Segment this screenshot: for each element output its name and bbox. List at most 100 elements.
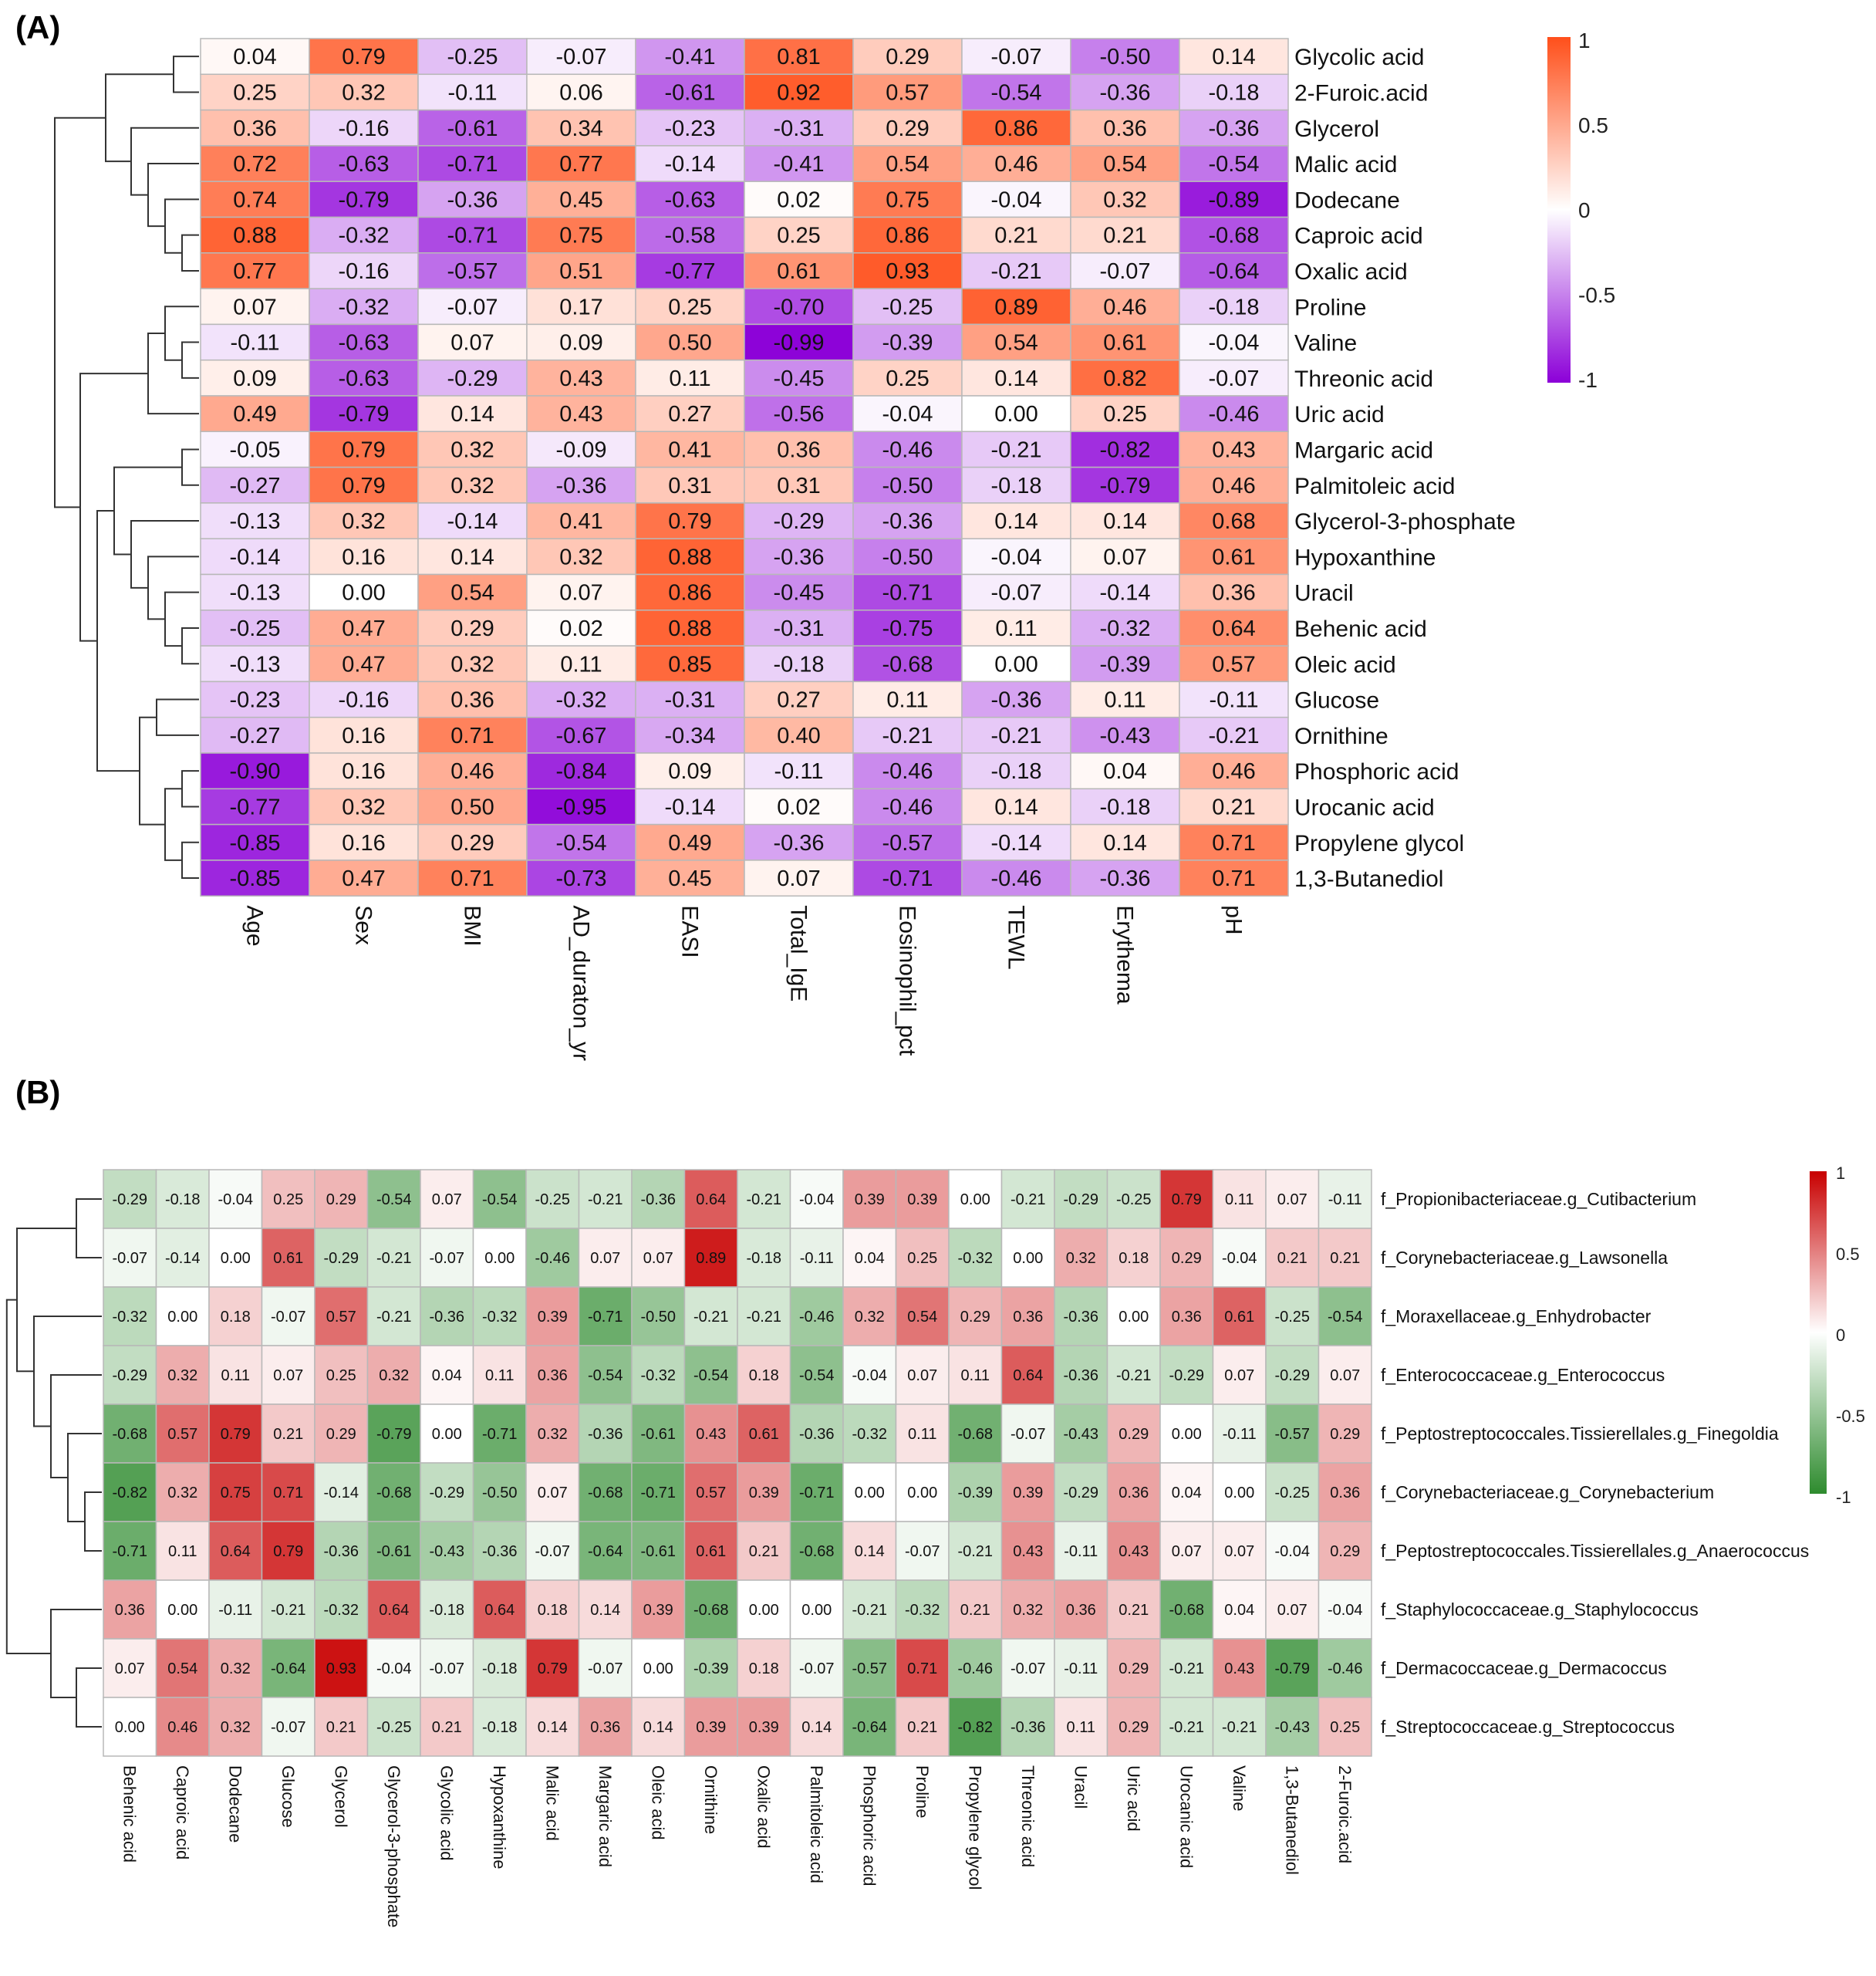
heatmap-cell-fill	[1070, 645, 1180, 683]
dendrogram-branch	[54, 117, 106, 508]
heatmap-cell-fill	[961, 109, 1071, 147]
heatmap-cell-value: -0.57	[1274, 1426, 1310, 1443]
heatmap-cell-value: 0.09	[233, 366, 276, 391]
heatmap-cell-value: 0.47	[342, 652, 385, 677]
heatmap-cell-value: -0.36	[1099, 866, 1150, 891]
dendrogram-branch	[5, 1299, 51, 1654]
heatmap-cell-fill	[842, 1169, 897, 1229]
heatmap-cell: 0.71	[1179, 860, 1289, 897]
column-label: 2-Furoic.acid	[1335, 1765, 1355, 1863]
row-label: Margaric acid	[1294, 437, 1433, 463]
heatmap-cell-value: -0.07	[429, 1250, 464, 1267]
heatmap-cell-value: -0.82	[112, 1485, 147, 1501]
heatmap-cell: 0.32	[309, 502, 419, 539]
column-label: Caproic acid	[173, 1765, 192, 1859]
heatmap-cell: 0.68	[1179, 502, 1289, 539]
heatmap-cell: 0.31	[744, 466, 854, 504]
heatmap-cell-fill	[1000, 1521, 1055, 1581]
heatmap-cell-value: -0.21	[1169, 1719, 1204, 1736]
heatmap-cell-value: 0.21	[960, 1602, 990, 1619]
heatmap-cell-fill	[526, 860, 636, 897]
heatmap-cell-fill	[309, 431, 419, 468]
column-label: Margaric acid	[596, 1765, 615, 1867]
heatmap-cell: -0.14	[961, 823, 1071, 861]
heatmap-cell: 0.64	[472, 1579, 527, 1640]
heatmap-cell-fill	[961, 502, 1071, 539]
heatmap-cell-fill	[417, 323, 528, 361]
heatmap-cell: -0.50	[472, 1462, 527, 1522]
heatmap-cell: -0.04	[1318, 1579, 1372, 1640]
heatmap-cell-fill	[737, 1169, 791, 1229]
heatmap-cell-value: 0.40	[777, 724, 820, 748]
heatmap-cell: 0.39	[1000, 1462, 1055, 1522]
heatmap-cell-fill	[155, 1638, 210, 1698]
heatmap-cell-value: -0.41	[664, 45, 715, 69]
heatmap-cell-fill	[1265, 1286, 1320, 1346]
heatmap-cell-fill	[948, 1697, 1003, 1757]
heatmap-cell-fill	[852, 466, 963, 504]
heatmap-cell-value: -0.61	[447, 117, 498, 141]
heatmap-cell-value: -0.14	[990, 831, 1041, 856]
heatmap-cell: -0.64	[842, 1697, 897, 1757]
heatmap-cell-fill	[961, 466, 1071, 504]
heatmap-cell-value: -0.99	[773, 331, 824, 356]
heatmap-cell-value: -0.54	[799, 1367, 835, 1384]
heatmap-cell-fill	[744, 681, 854, 718]
heatmap-cell-value: 0.00	[994, 402, 1038, 427]
heatmap-cell-value: 0.39	[1013, 1485, 1043, 1501]
heatmap-cell-value: -0.36	[799, 1426, 835, 1443]
legend-tick-label: 0	[1836, 1326, 1845, 1345]
column-label: pH	[1221, 905, 1247, 934]
heatmap-cell-value: 0.14	[994, 795, 1038, 819]
heatmap-cell: 0.21	[737, 1521, 791, 1581]
heatmap-cell-value: -0.43	[429, 1543, 464, 1560]
heatmap-cell-value: 0.49	[668, 831, 711, 856]
heatmap-cell-value: 0.88	[233, 224, 276, 248]
heatmap-cell-fill	[261, 1228, 315, 1288]
heatmap-cell: -0.45	[744, 573, 854, 611]
heatmap-cell: 0.79	[309, 466, 419, 504]
heatmap-cell: -0.64	[261, 1638, 315, 1698]
heatmap-cell-value: 0.27	[777, 688, 820, 713]
heatmap-cell: 0.79	[525, 1638, 580, 1698]
heatmap-cell: -0.21	[1159, 1638, 1214, 1698]
heatmap-cell-value: 0.14	[538, 1719, 568, 1736]
heatmap-cell-value: 0.79	[273, 1543, 303, 1560]
panel-b-legend-colorbar	[1810, 1171, 1827, 1494]
dendrogram-branch	[76, 1198, 102, 1258]
heatmap-cell-value: -0.31	[773, 117, 824, 141]
heatmap-cell-fill	[525, 1403, 580, 1464]
heatmap-cell-fill	[852, 395, 963, 433]
heatmap-cell-value: -0.11	[218, 1602, 252, 1619]
heatmap-cell-fill	[852, 573, 963, 611]
heatmap-cell: -0.71	[789, 1462, 844, 1522]
heatmap-cell: -0.07	[1000, 1403, 1055, 1464]
heatmap-cell-fill	[366, 1169, 421, 1229]
heatmap-cell: 0.29	[1106, 1403, 1161, 1464]
heatmap-cell-fill	[1318, 1345, 1372, 1405]
heatmap-cell: -0.46	[852, 431, 963, 468]
heatmap-cell-value: 0.46	[167, 1719, 197, 1736]
heatmap-cell: 0.32	[309, 73, 419, 111]
heatmap-cell: 0.74	[200, 181, 310, 218]
heatmap-cell-fill	[789, 1169, 844, 1229]
heatmap-cell-value: 0.75	[886, 187, 929, 212]
heatmap-cell-value: -0.39	[1099, 652, 1150, 677]
heatmap-cell-fill	[200, 823, 310, 861]
heatmap-cell-fill	[1070, 395, 1180, 433]
heatmap-cell-value: -0.21	[376, 1309, 412, 1326]
heatmap-cell-fill	[683, 1697, 738, 1757]
heatmap-cell: 0.79	[309, 431, 419, 468]
heatmap-cell: 0.88	[200, 216, 310, 254]
heatmap-cell: 0.32	[1000, 1579, 1055, 1640]
heatmap-cell-fill	[948, 1286, 1003, 1346]
heatmap-cell: 0.86	[635, 573, 745, 611]
heatmap-cell-fill	[683, 1169, 738, 1229]
heatmap-cell-value: -0.43	[1274, 1719, 1310, 1736]
heatmap-cell-value: -0.82	[957, 1719, 993, 1736]
heatmap-cell: 0.21	[1106, 1579, 1161, 1640]
heatmap-cell-value: -0.29	[112, 1191, 147, 1208]
heatmap-cell-fill	[1070, 145, 1180, 182]
heatmap-cell-fill	[417, 466, 528, 504]
heatmap-cell-fill	[737, 1638, 791, 1698]
